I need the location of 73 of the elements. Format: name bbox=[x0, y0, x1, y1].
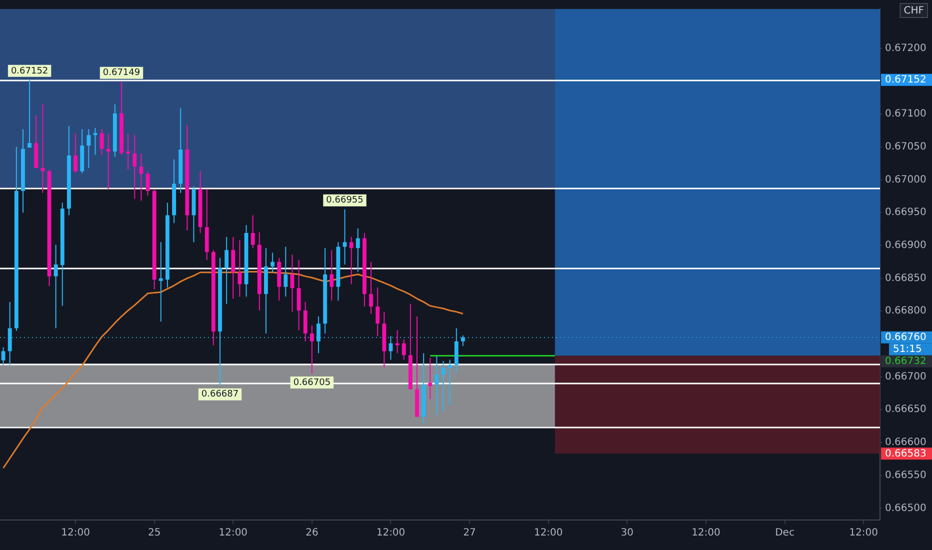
x-tick-label: Dec bbox=[775, 528, 794, 539]
candlestick bbox=[316, 316, 320, 354]
candlestick bbox=[369, 261, 374, 314]
x-tick-label: 12:00 bbox=[376, 528, 406, 539]
candlestick bbox=[158, 242, 163, 322]
x-tick-label: 12:00 bbox=[849, 528, 878, 539]
candlestick bbox=[86, 128, 91, 168]
candlestick bbox=[461, 334, 465, 346]
candlestick bbox=[231, 236, 236, 300]
band-label: 0.66583 bbox=[885, 448, 926, 460]
candlestick bbox=[349, 236, 354, 285]
x-tick-label: 12:00 bbox=[218, 528, 248, 539]
y-tick-label: 0.67050 bbox=[885, 142, 926, 153]
candlestick bbox=[376, 286, 380, 337]
y-tick-label: 0.67200 bbox=[885, 43, 926, 54]
y-tick-label: 0.66700 bbox=[885, 371, 926, 382]
candlestick bbox=[74, 133, 78, 174]
y-tick-label: 0.66800 bbox=[885, 306, 926, 317]
x-tick-label: 12:00 bbox=[534, 528, 563, 539]
candlestick bbox=[93, 127, 98, 156]
candlestick bbox=[310, 325, 314, 374]
candlestick bbox=[28, 79, 32, 148]
text: CHF bbox=[904, 6, 924, 17]
candlestick bbox=[402, 338, 406, 360]
y-tick-label: 0.66900 bbox=[885, 240, 926, 252]
text: 0.66732 bbox=[885, 356, 926, 367]
x-tick-label: 30 bbox=[620, 528, 634, 539]
x-tick-label: 12:00 bbox=[61, 528, 90, 539]
annotation: 0.66705 bbox=[293, 378, 331, 388]
candlestick bbox=[284, 246, 288, 298]
y-tick-label: 0.66650 bbox=[885, 404, 926, 416]
annotation: 0.66955 bbox=[326, 196, 364, 206]
y-tick-label: 0.67000 bbox=[885, 174, 926, 186]
text: 51:15 bbox=[893, 344, 922, 355]
candlestick bbox=[8, 301, 12, 366]
y-tick-label: 0.66500 bbox=[885, 502, 926, 514]
candlestick bbox=[1, 346, 6, 366]
candlestick bbox=[238, 240, 242, 298]
candlestick bbox=[296, 259, 301, 331]
candlestick bbox=[270, 252, 275, 273]
candlestick bbox=[139, 153, 144, 202]
ref-line-label: 0.66760 bbox=[885, 332, 926, 343]
candlestick bbox=[132, 134, 137, 200]
x-tick-label: 25 bbox=[148, 528, 161, 539]
annotation: 0.67152 bbox=[10, 66, 48, 76]
candlestick bbox=[441, 360, 446, 412]
y-tick-label: 0.66550 bbox=[885, 470, 926, 481]
candlestick bbox=[428, 357, 432, 400]
x-tick-label: 26 bbox=[306, 528, 318, 539]
candlestick bbox=[40, 104, 45, 194]
candlestick bbox=[342, 208, 347, 265]
ref-line-label: 0.67152 bbox=[885, 74, 926, 86]
candlestick bbox=[356, 228, 360, 272]
y-tick-label: 0.67100 bbox=[885, 108, 926, 120]
candlestick bbox=[448, 359, 452, 406]
x-tick-label: 12:00 bbox=[692, 528, 720, 539]
candlestick bbox=[303, 301, 308, 342]
candlestick bbox=[224, 236, 229, 304]
candlestick bbox=[330, 250, 334, 302]
y-tick-label: 0.66600 bbox=[885, 437, 926, 448]
candlestick bbox=[250, 214, 255, 249]
candlestick bbox=[395, 330, 400, 354]
x-tick-label: 27 bbox=[463, 528, 476, 539]
candlestick bbox=[126, 133, 130, 170]
annotation: 0.66687 bbox=[201, 390, 239, 400]
candlestick bbox=[54, 244, 58, 329]
annotation: 0.67149 bbox=[102, 68, 140, 78]
candlestick bbox=[106, 133, 110, 190]
candlestick bbox=[100, 128, 104, 156]
candlestick bbox=[454, 328, 458, 374]
y-tick-label: 0.66950 bbox=[885, 207, 926, 218]
y-tick-label: 0.66850 bbox=[885, 272, 926, 284]
candlestick bbox=[434, 355, 439, 416]
